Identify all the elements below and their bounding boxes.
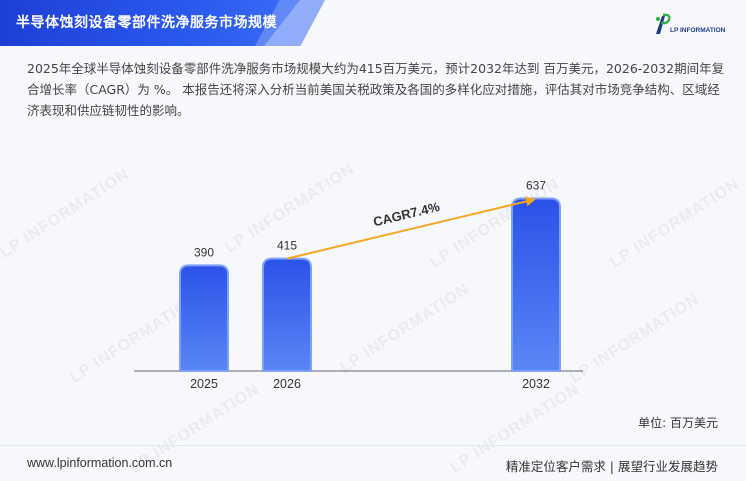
bar-2026 [262,257,312,372]
page-title: 半导体蚀刻设备零部件洗净服务市场规模 [16,15,277,31]
logo-text: LP INFORMATION [670,27,726,34]
x-tick-label-2032: 2032 [522,377,550,391]
market-description: 2025年全球半导体蚀刻设备零部件洗净服务市场规模大约为415百万美元，预计20… [27,61,725,118]
footer-slogan: 精准定位客户需求 | 展望行业发展趋势 [505,459,718,474]
footer-url-link[interactable]: www.lpinformation.com.cn [27,456,173,470]
x-tick-label-2025: 2025 [190,377,218,391]
value-label-2032: 637 [526,179,546,193]
bar-2025 [179,264,229,372]
title-banner [0,0,300,46]
unit-label: 单位: 百万美元 [638,416,718,430]
footer-divider [0,445,746,446]
bar-2032 [511,197,561,372]
x-tick-label-2026: 2026 [273,377,301,391]
lp-information-logo: LP INFORMATION [652,10,732,40]
logo-mark-icon [656,13,671,34]
cagr-arrow [286,196,536,260]
value-label-2025: 390 [194,245,214,259]
value-label-2026: 415 [277,239,297,253]
